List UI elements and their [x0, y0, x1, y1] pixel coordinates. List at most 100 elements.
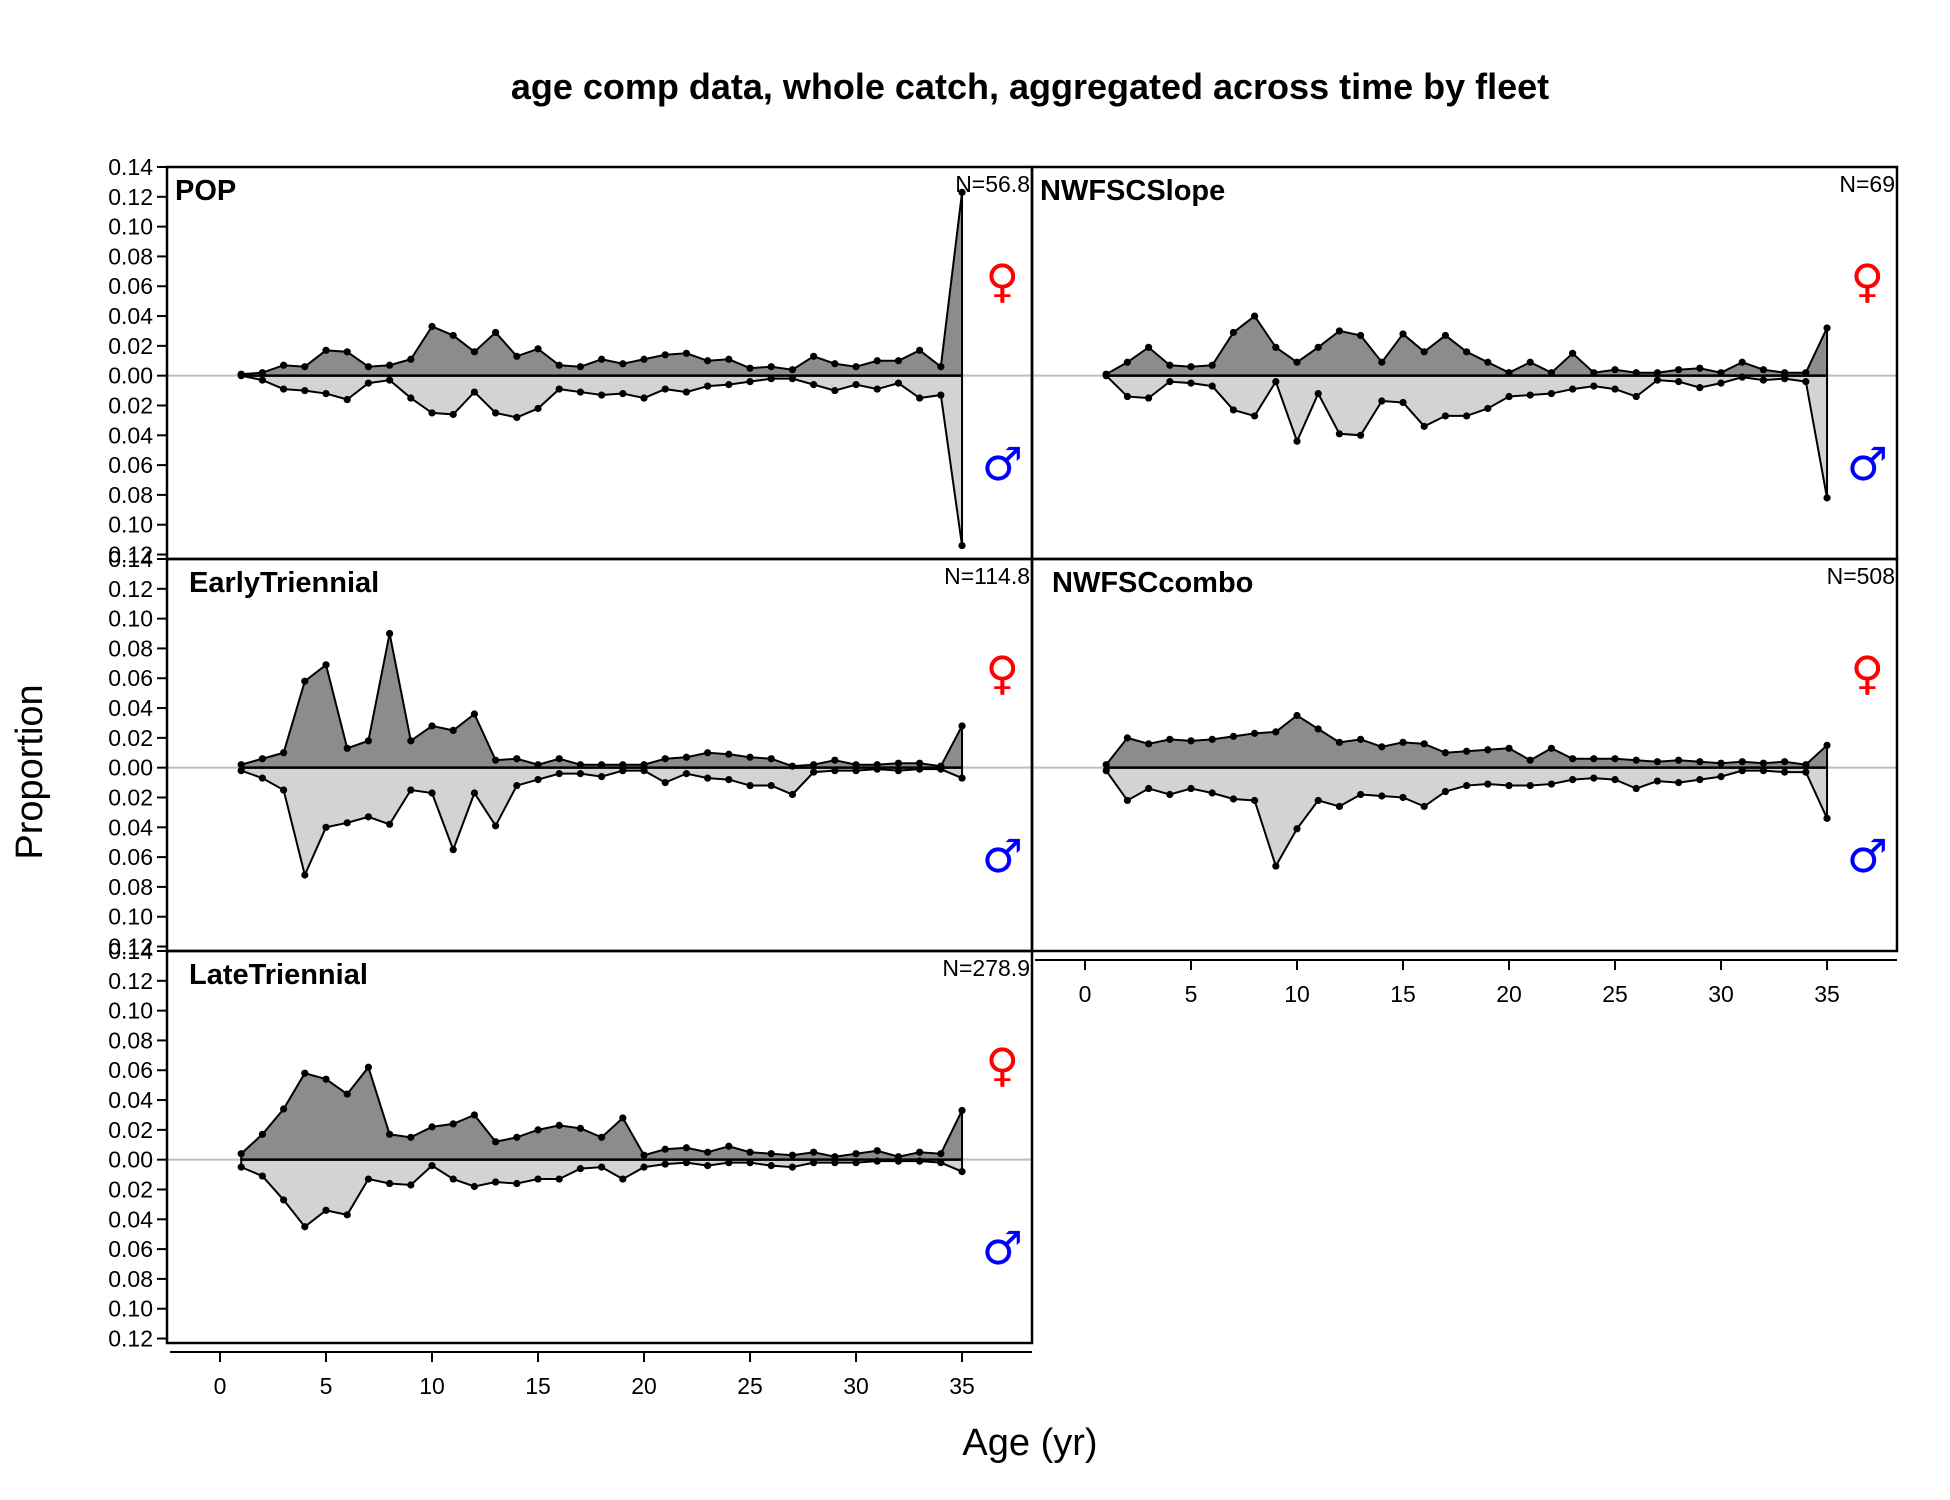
female-point — [1314, 725, 1322, 733]
female-point — [555, 755, 563, 763]
y-tick-label: 0.04 — [108, 814, 153, 840]
male-point — [788, 790, 797, 799]
male-point — [640, 394, 648, 402]
female-point — [1420, 348, 1428, 356]
male-point — [1505, 781, 1513, 790]
male-point — [492, 822, 500, 830]
female-point — [1781, 369, 1789, 377]
male-point — [1632, 392, 1640, 401]
female-point — [492, 756, 500, 764]
female-point — [407, 355, 415, 363]
female-point — [704, 749, 712, 757]
male-point — [725, 1159, 733, 1167]
female-point — [1145, 740, 1153, 748]
female-point — [1590, 755, 1598, 763]
x-tick-label: 35 — [1814, 981, 1840, 1007]
male-point — [1675, 378, 1683, 386]
male-point — [661, 1160, 669, 1168]
male-area — [1105, 766, 1829, 869]
male-point — [237, 767, 245, 775]
female-point — [280, 1105, 288, 1113]
male-point — [873, 385, 881, 393]
female-point — [916, 346, 924, 354]
male-point — [1145, 394, 1153, 402]
female-point — [852, 761, 860, 769]
male-point — [661, 778, 669, 787]
female-point — [810, 761, 818, 769]
panel-NWFSCcombo: NWFSCcombo N=508 ♀ ♂ 0 5 10 15 20 25 30 35 — [1030, 557, 1899, 1007]
male-point — [492, 409, 500, 417]
female-point — [428, 322, 436, 331]
male-point — [958, 774, 966, 782]
female-point — [1759, 366, 1768, 374]
female-point — [767, 755, 775, 763]
y-tick-label: 0.02 — [108, 725, 153, 751]
female-point — [1526, 358, 1534, 366]
female-point — [788, 762, 797, 770]
female-point — [746, 1148, 754, 1156]
male-point — [619, 1175, 627, 1183]
female-point — [1611, 755, 1619, 763]
y-tick-label: 0.08 — [108, 635, 153, 661]
x-axis: 0 5 10 15 20 25 30 35 — [170, 1351, 1032, 1399]
female-point — [322, 661, 330, 669]
female-point — [619, 360, 627, 368]
male-point — [1272, 378, 1280, 386]
x-tick-label: 25 — [1602, 981, 1628, 1007]
male-point — [661, 385, 669, 393]
male-point — [1505, 392, 1513, 401]
male-point — [1399, 793, 1407, 802]
female-point — [661, 1145, 669, 1153]
female-point — [470, 1111, 479, 1119]
male-point — [258, 774, 267, 782]
male-point — [1335, 430, 1344, 438]
female-point — [1208, 361, 1216, 369]
sample-size-label: N=508 — [1827, 563, 1895, 589]
female-point — [619, 1114, 627, 1122]
panel-title: EarlyTriennial — [189, 567, 379, 599]
male-point — [534, 1175, 542, 1183]
female-point — [428, 722, 436, 730]
female-point — [873, 1147, 881, 1155]
x-axis-label: Age (yr) — [962, 1422, 1097, 1464]
y-tick-label: 0.14 — [108, 938, 153, 964]
male-point — [958, 541, 966, 550]
male-point — [364, 1175, 373, 1183]
male-point — [1229, 795, 1238, 803]
male-point — [937, 1159, 945, 1167]
female-point — [1675, 366, 1683, 374]
female-point — [322, 346, 330, 354]
y-tick-label: 0.06 — [108, 844, 153, 870]
female-point — [343, 348, 351, 356]
male-point — [852, 767, 860, 775]
x-tick-label: 15 — [525, 1373, 551, 1399]
male-point — [428, 1162, 436, 1170]
female-point — [1547, 744, 1556, 752]
female-point — [1675, 756, 1683, 764]
female-point — [1314, 343, 1322, 351]
male-point — [513, 1179, 521, 1188]
male-point — [1611, 385, 1619, 393]
female-area — [240, 192, 964, 377]
y-tick-label: 0.00 — [108, 755, 153, 781]
female-point — [301, 1069, 309, 1077]
female-point — [513, 755, 521, 763]
y-tick-label: 0.08 — [108, 1027, 153, 1053]
male-point — [1590, 382, 1598, 390]
male-point — [258, 376, 267, 384]
female-point — [555, 361, 563, 369]
female-point — [894, 357, 903, 365]
male-point — [1569, 385, 1577, 393]
panel-EarlyTriennial: EarlyTriennial N=114.8♀♂0.140.120.100.080… — [108, 546, 1034, 960]
x-tick-label: 5 — [320, 1373, 333, 1399]
male-point — [916, 765, 924, 773]
male-point — [555, 385, 563, 393]
male-point — [1802, 378, 1810, 386]
x-tick-label: 35 — [949, 1373, 975, 1399]
male-point — [1463, 412, 1471, 420]
male-point — [407, 394, 415, 402]
female-point — [1696, 364, 1704, 372]
y-tick-label: 0.12 — [108, 1326, 153, 1352]
male-point — [1696, 775, 1704, 784]
female-point — [1526, 756, 1534, 764]
